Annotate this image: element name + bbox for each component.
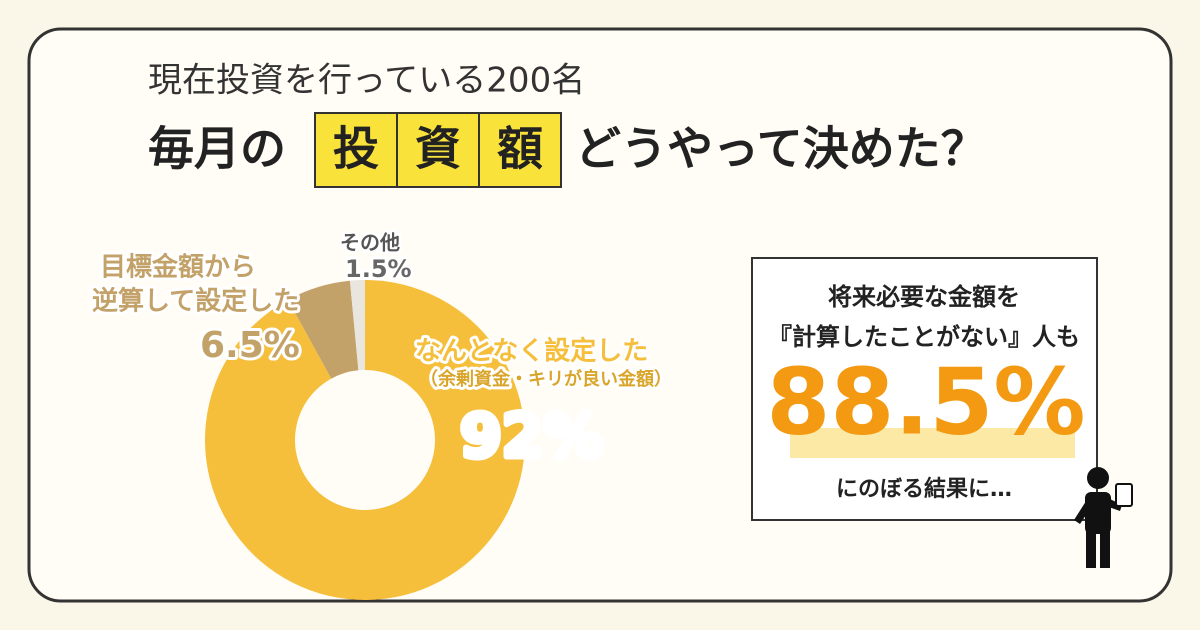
person-icon (1074, 467, 1133, 568)
callout-line: 将来必要な金額を (828, 283, 1020, 311)
subtitle: 現在投資を行っている200名 (148, 61, 585, 101)
leg (1086, 530, 1096, 568)
title-box (396, 112, 480, 188)
category-label: 目標金額から (100, 252, 256, 283)
callout-footer: にのぼる結果に… (836, 476, 1012, 502)
head (1087, 467, 1109, 489)
slice (205, 280, 526, 600)
title-boxed-char: 額 (497, 122, 543, 176)
arm (1106, 498, 1122, 511)
title-boxed-char: 投 (333, 122, 379, 176)
category-label: 逆算して設定した (92, 286, 299, 317)
slice (349, 280, 365, 371)
calculator (1115, 483, 1133, 507)
arm (1074, 498, 1092, 524)
callout-box (751, 257, 1098, 521)
body (1085, 492, 1111, 534)
slice (287, 280, 359, 379)
value-label: 6.5% (200, 325, 300, 366)
title-box (478, 112, 562, 188)
title-boxed-char: 資 (415, 122, 461, 176)
category-label: その他 (340, 231, 400, 255)
value-label: 1.5% (345, 255, 412, 283)
value-label: 92% (460, 402, 604, 472)
highlight (790, 428, 1075, 458)
callout-line: 『計算したことがない』人も (768, 323, 1080, 351)
callout-figure: 88.5% (766, 348, 1085, 455)
leg (1100, 530, 1110, 568)
category-label: なんとなく設定した (415, 336, 648, 367)
annotation: （余剰資金・キリが良い金額） (420, 368, 672, 390)
title-text: 毎月の (148, 122, 286, 176)
callout: 将来必要な金額を 『計算したことがない』人も 88.5% にのぼる結果に… (751, 257, 1098, 521)
title: 毎月の投資額どうやって決めた？ (148, 112, 987, 188)
title-text: どうやって決めた？ (575, 122, 987, 176)
